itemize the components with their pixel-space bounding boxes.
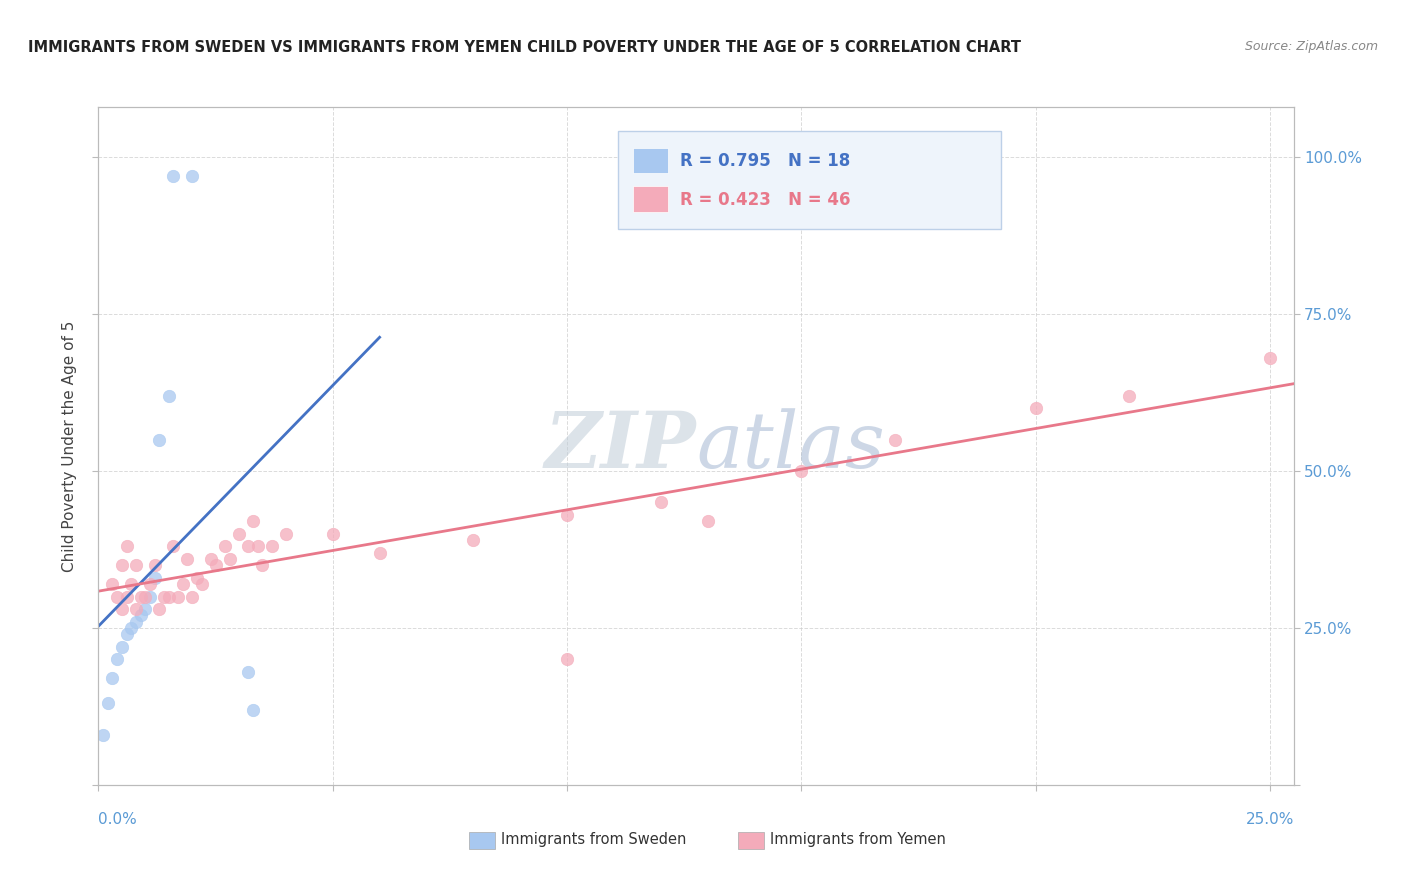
Text: IMMIGRANTS FROM SWEDEN VS IMMIGRANTS FROM YEMEN CHILD POVERTY UNDER THE AGE OF 5: IMMIGRANTS FROM SWEDEN VS IMMIGRANTS FRO…: [28, 40, 1021, 55]
Point: [125, 615, 148, 629]
Point: [368, 546, 391, 560]
Point: [200, 552, 222, 566]
Point: [181, 169, 204, 183]
Point: [105, 590, 128, 604]
Point: [190, 577, 212, 591]
Point: [148, 602, 170, 616]
Point: [143, 571, 166, 585]
Point: [134, 590, 156, 604]
Point: [790, 464, 813, 478]
Point: [176, 552, 198, 566]
Point: [139, 577, 162, 591]
Point: [322, 527, 344, 541]
Point: [218, 552, 240, 566]
Text: atlas: atlas: [696, 408, 884, 484]
Point: [111, 602, 134, 616]
Text: Source: ZipAtlas.com: Source: ZipAtlas.com: [1244, 40, 1378, 54]
Point: [696, 514, 718, 528]
Text: 0.0%: 0.0%: [98, 812, 138, 827]
Point: [115, 540, 138, 554]
Point: [1258, 351, 1281, 365]
Point: [111, 640, 134, 654]
Point: [260, 540, 283, 554]
Point: [129, 608, 152, 623]
Point: [204, 558, 226, 573]
FancyBboxPatch shape: [619, 131, 1001, 229]
Point: [91, 728, 114, 742]
Point: [101, 577, 124, 591]
Point: [242, 514, 264, 528]
Point: [125, 558, 148, 573]
Point: [97, 697, 120, 711]
Point: [214, 540, 236, 554]
Point: [884, 433, 907, 447]
Point: [186, 571, 208, 585]
Point: [181, 590, 204, 604]
Point: [167, 590, 190, 604]
Point: [153, 590, 176, 604]
FancyBboxPatch shape: [633, 186, 668, 212]
Point: [1025, 401, 1047, 416]
Point: [105, 652, 128, 666]
Point: [101, 671, 124, 685]
Text: R = 0.423   N = 46: R = 0.423 N = 46: [681, 191, 851, 209]
Y-axis label: Child Poverty Under the Age of 5: Child Poverty Under the Age of 5: [62, 320, 77, 572]
Text: Immigrants from Yemen: Immigrants from Yemen: [770, 832, 946, 847]
Point: [1118, 389, 1140, 403]
Point: [120, 621, 142, 635]
Point: [238, 665, 260, 679]
Point: [157, 389, 180, 403]
Point: [111, 558, 134, 573]
Point: [125, 602, 148, 616]
Point: [650, 495, 672, 509]
Point: [246, 540, 269, 554]
Point: [162, 169, 184, 183]
Text: ZIP: ZIP: [544, 408, 696, 484]
Text: Immigrants from Sweden: Immigrants from Sweden: [501, 832, 686, 847]
Point: [115, 590, 138, 604]
Point: [463, 533, 485, 548]
Point: [238, 540, 260, 554]
Point: [157, 590, 180, 604]
FancyBboxPatch shape: [633, 148, 668, 173]
Point: [148, 433, 170, 447]
Point: [162, 540, 184, 554]
FancyBboxPatch shape: [470, 832, 495, 849]
Point: [228, 527, 250, 541]
Point: [555, 652, 578, 666]
Point: [143, 558, 166, 573]
Point: [115, 627, 138, 641]
Point: [274, 527, 297, 541]
Point: [139, 590, 162, 604]
Point: [252, 558, 274, 573]
Text: R = 0.795   N = 18: R = 0.795 N = 18: [681, 153, 851, 170]
Point: [129, 590, 152, 604]
FancyBboxPatch shape: [738, 832, 763, 849]
Point: [555, 508, 578, 522]
Point: [242, 703, 264, 717]
Text: 25.0%: 25.0%: [1246, 812, 1295, 827]
Point: [172, 577, 194, 591]
Point: [120, 577, 142, 591]
Point: [134, 602, 156, 616]
